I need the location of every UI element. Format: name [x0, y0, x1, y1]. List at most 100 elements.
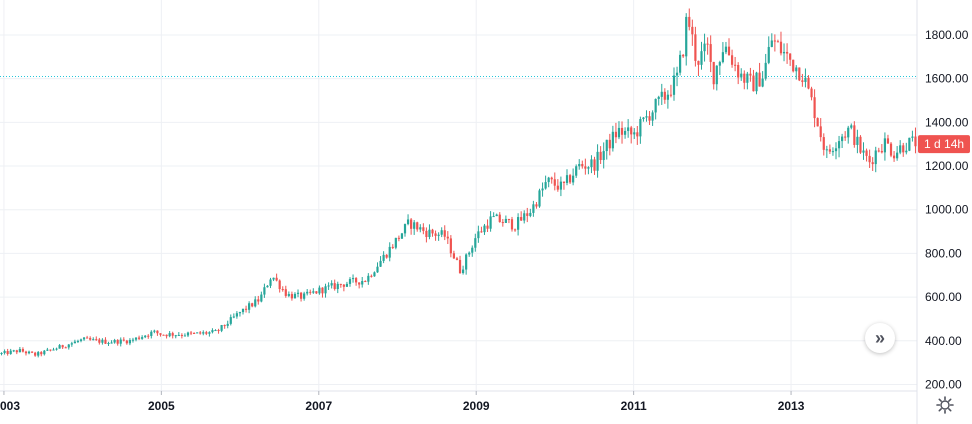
candle — [737, 62, 740, 85]
candle — [825, 145, 828, 159]
candle-body — [431, 229, 434, 234]
candle-body — [489, 216, 492, 229]
candle-body — [666, 94, 669, 100]
candle-body — [663, 91, 666, 100]
candle — [822, 133, 825, 156]
candle — [278, 279, 281, 293]
candle-body — [385, 254, 388, 258]
candle-body — [495, 214, 498, 217]
candle-body — [214, 330, 217, 332]
candle — [385, 254, 388, 259]
candle-body — [520, 217, 523, 221]
candle — [361, 277, 364, 288]
candle — [183, 333, 187, 337]
candle — [758, 62, 761, 87]
candle-body — [376, 266, 379, 273]
candle — [468, 251, 471, 257]
candle-body — [737, 64, 740, 78]
candle — [37, 351, 40, 358]
candle-body — [361, 281, 364, 285]
candle-body — [789, 53, 792, 60]
candle-body — [813, 97, 816, 119]
candle — [789, 53, 792, 66]
candle — [620, 121, 624, 144]
candle — [862, 142, 865, 160]
candle-body — [18, 349, 21, 353]
candle — [770, 33, 773, 48]
candle-body — [358, 282, 361, 285]
y-tick-label: 1800.00 — [925, 28, 969, 42]
candle-body — [199, 332, 202, 334]
candle-body — [700, 51, 703, 65]
candle-body — [825, 149, 828, 151]
candle — [30, 351, 34, 354]
candle — [801, 73, 804, 87]
candle — [104, 337, 107, 345]
candle — [663, 88, 666, 104]
candle-body — [86, 337, 89, 339]
candle — [296, 289, 300, 298]
candle — [58, 344, 61, 349]
candle-body — [370, 275, 373, 277]
candle-body — [526, 213, 529, 216]
candle — [287, 291, 290, 298]
candle-body — [315, 291, 318, 294]
candle-body — [847, 127, 850, 138]
x-tick-label: 2007 — [305, 399, 332, 413]
candle — [657, 95, 660, 106]
candle-body — [905, 150, 908, 153]
candle-body — [654, 98, 657, 113]
candle — [587, 166, 590, 175]
price-axis[interactable]: 200.00 400.00 600.00 800.00 1000.00 1200.00 14… — [925, 28, 969, 391]
candle-body — [3, 351, 6, 353]
candle-body — [192, 333, 196, 335]
candle — [79, 338, 83, 343]
candle — [559, 176, 562, 197]
candle — [452, 250, 456, 260]
candle-body — [355, 278, 358, 283]
time-axis[interactable]: 003 2005 2007 2009 2011 2013 — [0, 391, 805, 413]
candle — [804, 68, 807, 88]
candle — [318, 285, 321, 295]
candle-body — [718, 62, 721, 66]
candle-body — [27, 351, 31, 354]
candle — [575, 164, 578, 178]
candle-body — [730, 55, 734, 65]
candle — [486, 219, 489, 233]
candle — [633, 128, 636, 139]
candle — [95, 336, 98, 341]
candle — [76, 339, 80, 344]
candle — [205, 330, 208, 336]
candle-body — [46, 349, 49, 351]
candle — [110, 340, 113, 344]
candle-body — [406, 219, 410, 225]
candle — [376, 262, 379, 273]
candle-body — [309, 291, 312, 293]
candle — [550, 176, 553, 184]
candle-body — [388, 246, 391, 258]
candle — [428, 224, 431, 240]
candle-body — [232, 316, 235, 318]
candle — [700, 41, 703, 70]
candle — [15, 349, 18, 355]
candle-body — [419, 227, 422, 230]
candle-body — [141, 337, 144, 339]
candle-body — [217, 330, 220, 332]
scroll-to-realtime-button[interactable]: » — [865, 323, 895, 353]
candle — [21, 347, 25, 353]
candle — [202, 330, 205, 336]
candle — [400, 232, 404, 239]
candle — [767, 36, 770, 65]
chart-settings-button[interactable] — [934, 394, 956, 416]
candle-body — [859, 136, 862, 153]
candle-body — [721, 52, 725, 63]
candle — [144, 335, 147, 339]
candle — [312, 288, 315, 294]
candle — [547, 176, 550, 188]
candle-body — [186, 332, 190, 336]
candle-body — [367, 275, 370, 282]
candle-body — [504, 218, 507, 223]
candle-body — [639, 119, 642, 137]
